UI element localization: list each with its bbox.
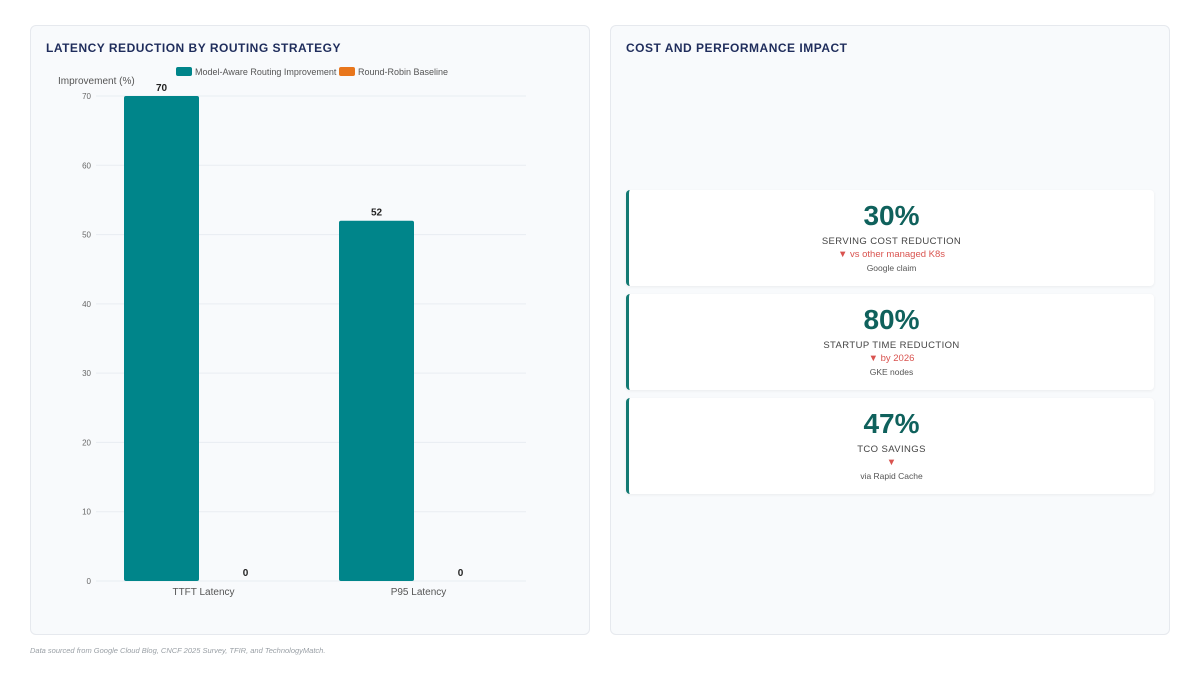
y-tick-label: 40: [82, 300, 91, 309]
kpi-change: ▼: [886, 457, 897, 468]
kpi-value: 30%: [863, 200, 920, 231]
legend-label: Model-Aware Routing Improvement: [195, 67, 337, 77]
kpi-label: TCO SAVINGS: [857, 444, 926, 455]
impact-panel-title: COST AND PERFORMANCE IMPACT: [626, 41, 848, 55]
bar-value-label: 0: [243, 568, 249, 579]
latency-bar-chart: 0 10 20 30 40 50 60 70 Improvement (%) Model-Awar…: [58, 67, 526, 598]
bar: [339, 220, 414, 581]
chart-title: LATENCY REDUCTION BY ROUTING STRATEGY: [46, 41, 341, 55]
kpi-change: ▼ vs other managed K8s: [837, 249, 946, 260]
x-tick-label: TTFT Latency: [172, 587, 234, 598]
y-tick-label: 50: [82, 231, 91, 240]
bar-value-label: 52: [371, 208, 383, 219]
kpi-label: SERVING COST REDUCTION: [821, 236, 962, 247]
kpi-value: 47%: [863, 408, 920, 439]
y-axis-title: Improvement (%): [58, 76, 135, 87]
kpi-note: via Rapid Cache: [860, 471, 923, 481]
bar-value-label: 0: [458, 568, 464, 579]
y-tick-label: 30: [82, 369, 91, 378]
kpi-label: STARTUP TIME REDUCTION: [823, 340, 960, 351]
legend-swatch: [339, 67, 355, 76]
x-tick-label: P95 Latency: [391, 587, 447, 598]
kpi-value: 80%: [863, 304, 920, 335]
kpi-note: GKE nodes: [869, 367, 914, 377]
kpi-card-tco-savings: 47% TCO SAVINGS ▼ via Rapid Cache: [626, 398, 1154, 494]
kpi-card-serving-cost: 30% SERVING COST REDUCTION ▼ vs other ma…: [626, 190, 1154, 286]
bar: [124, 96, 199, 581]
kpi-change: ▼ by 2026: [868, 353, 915, 364]
kpi-card-startup-time: 80% STARTUP TIME REDUCTION ▼ by 2026 GKE…: [626, 294, 1154, 390]
y-tick-label: 20: [82, 438, 91, 447]
legend-swatch: [176, 67, 192, 76]
impact-panel: COST AND PERFORMANCE IMPACT 30% SERVING …: [610, 25, 1170, 635]
y-tick-label: 70: [82, 92, 91, 101]
bar-value-label: 70: [156, 83, 168, 94]
y-tick-label: 10: [82, 508, 91, 517]
kpi-note: Google claim: [866, 263, 917, 273]
latency-chart-panel: LATENCY REDUCTION BY ROUTING STRATEGY 0 1…: [30, 25, 590, 635]
y-tick-label: 60: [82, 161, 91, 170]
y-tick-label: 0: [87, 577, 92, 586]
source-footnote: Data sourced from Google Cloud Blog, CNC…: [30, 646, 326, 655]
legend-label: Round-Robin Baseline: [358, 67, 448, 77]
